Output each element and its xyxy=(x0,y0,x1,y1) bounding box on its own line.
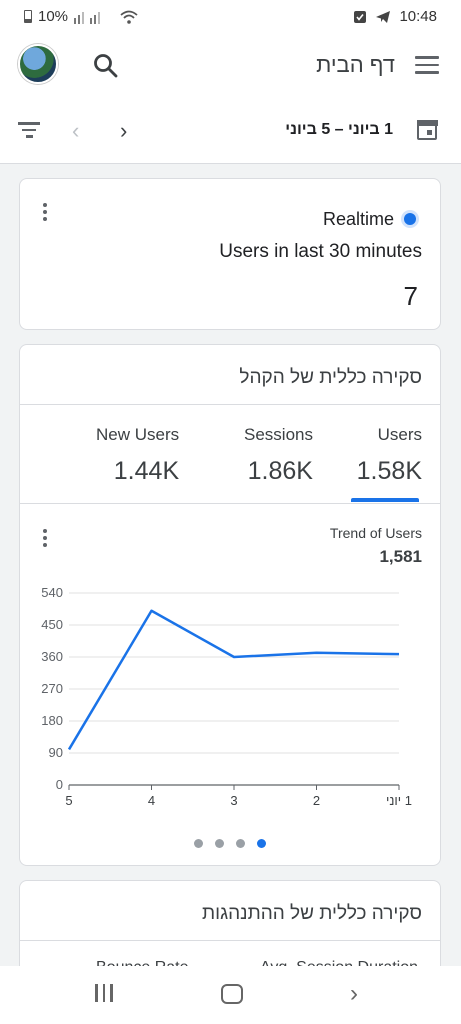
realtime-value: 7 xyxy=(403,281,418,311)
wifi-icon xyxy=(120,10,138,24)
metric-new-users[interactable]: New Users 1.44K xyxy=(96,425,179,486)
realtime-title: Realtime xyxy=(322,209,394,229)
trend-label: Trend of Users xyxy=(329,525,422,541)
chevron-left-icon[interactable]: ‹ xyxy=(72,118,80,143)
divider xyxy=(20,503,440,504)
date-bar: ‹ › 1 ביוני – 5 ביוני xyxy=(0,100,461,164)
realtime-card[interactable]: Realtime Users in last 30 minutes 7 xyxy=(19,178,441,330)
audience-title: סקירה כללית של הקהל xyxy=(239,367,422,388)
more-options-icon[interactable] xyxy=(40,529,50,551)
pagination-dot[interactable] xyxy=(236,839,245,848)
x-tick-label: 2 xyxy=(313,793,320,808)
recent-apps-icon[interactable] xyxy=(92,984,116,1006)
telegram-icon xyxy=(376,10,391,23)
status-bar: 10% 10:48 xyxy=(0,0,461,34)
status-right: 10:48 xyxy=(353,8,437,25)
signal-icon xyxy=(74,11,101,24)
metric-label: New Users xyxy=(96,425,180,444)
system-nav-bar: › xyxy=(0,966,461,1024)
back-icon[interactable]: › xyxy=(350,980,358,1007)
trend-value: 1,581 xyxy=(379,547,422,566)
metric-sessions[interactable]: Sessions 1.86K xyxy=(244,425,313,486)
y-tick-label: 540 xyxy=(41,585,63,600)
x-tick-label: 5 xyxy=(65,793,72,808)
y-tick-label: 450 xyxy=(41,617,63,632)
more-options-icon[interactable] xyxy=(40,203,50,225)
page-title: דף הבית xyxy=(316,52,395,77)
metric-label: Sessions xyxy=(244,425,313,444)
audience-overview-card: סקירה כללית של הקהל New Users 1.44K Sess… xyxy=(19,344,441,866)
metric-value: 1.86K xyxy=(247,457,313,485)
x-tick-label: 3 xyxy=(230,793,237,808)
filter-icon[interactable] xyxy=(18,122,40,140)
y-tick-label: 270 xyxy=(41,681,63,696)
battery-icon xyxy=(24,10,32,23)
pagination-dot[interactable] xyxy=(194,839,203,848)
clock: 10:48 xyxy=(399,8,437,25)
pagination-dot[interactable] xyxy=(215,839,224,848)
x-tick-label: 4 xyxy=(148,793,155,808)
divider xyxy=(20,404,440,405)
y-tick-label: 0 xyxy=(56,777,63,792)
y-tick-label: 90 xyxy=(49,745,63,760)
menu-icon[interactable] xyxy=(415,56,439,76)
x-tick-label: 1 יוני xyxy=(386,793,412,808)
y-tick-label: 360 xyxy=(41,649,63,664)
avatar[interactable] xyxy=(18,44,58,84)
y-tick-label: 180 xyxy=(41,713,63,728)
users-series-line xyxy=(67,609,400,751)
carousel-pagination xyxy=(20,839,440,848)
behavior-title: סקירה כללית של ההתנהגות xyxy=(202,903,422,924)
calendar-icon[interactable] xyxy=(416,119,438,140)
checkbox-notification-icon xyxy=(354,10,367,23)
metric-users[interactable]: Users 1.58K xyxy=(357,425,422,486)
app-bar: דף הבית xyxy=(0,34,461,100)
active-tab-indicator xyxy=(351,498,419,502)
battery-level: 10% xyxy=(38,8,69,25)
pagination-dot[interactable] xyxy=(257,839,266,848)
date-range-label[interactable]: 1 ביוני – 5 ביוני xyxy=(285,121,393,138)
live-indicator-icon xyxy=(404,213,416,225)
realtime-subtitle: Users in last 30 minutes xyxy=(219,241,422,262)
search-icon[interactable] xyxy=(92,52,120,80)
status-left: 10% xyxy=(24,8,138,25)
metric-value: 1.58K xyxy=(356,457,422,485)
metric-value: 1.44K xyxy=(113,457,180,485)
users-trend-chart: 0 90 180 270 360 450 540 5 4 3 2 1 יוני xyxy=(41,585,412,808)
metric-label: Users xyxy=(377,425,422,444)
home-icon[interactable] xyxy=(221,984,243,1004)
divider xyxy=(20,940,440,941)
chevron-right-icon[interactable]: › xyxy=(120,118,128,143)
